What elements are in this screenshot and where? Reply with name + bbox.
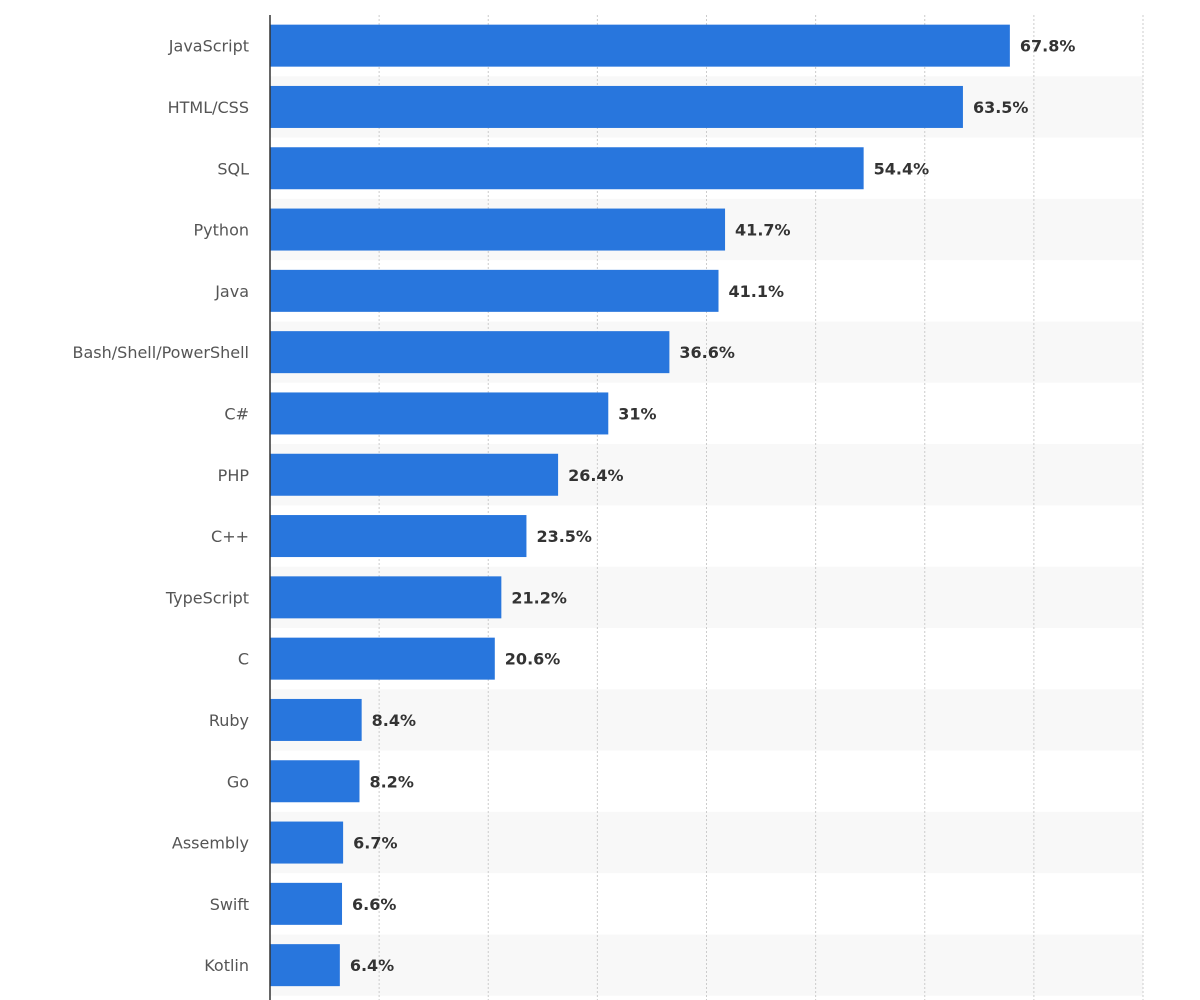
bar <box>270 821 344 864</box>
category-label: Python <box>194 221 249 240</box>
data-label: 67.8% <box>1020 37 1076 56</box>
category-label: TypeScript <box>165 588 249 607</box>
category-label: HTML/CSS <box>168 98 249 117</box>
data-label: 41.7% <box>735 221 791 240</box>
category-label: Java <box>214 282 249 301</box>
category-label: C# <box>224 404 249 423</box>
bar <box>270 576 502 619</box>
data-label: 41.1% <box>729 282 785 301</box>
bar <box>270 147 864 190</box>
data-label: 8.4% <box>372 711 416 730</box>
bar <box>270 269 719 312</box>
category-label: C <box>238 650 249 669</box>
data-label: 63.5% <box>973 98 1029 117</box>
data-label: 20.6% <box>505 650 561 669</box>
bar <box>270 944 340 987</box>
category-label: Assembly <box>172 834 249 853</box>
category-label: C++ <box>211 527 249 546</box>
category-label: SQL <box>217 159 249 178</box>
category-label: Swift <box>210 895 249 914</box>
data-label: 6.6% <box>352 895 396 914</box>
category-label: Kotlin <box>204 956 249 975</box>
category-label: PHP <box>218 466 250 485</box>
data-label: 6.4% <box>350 956 394 975</box>
bar <box>270 515 527 558</box>
bar <box>270 24 1010 67</box>
bar <box>270 637 495 680</box>
data-label: 31% <box>618 404 656 423</box>
bar <box>270 331 670 374</box>
category-label: JavaScript <box>168 37 249 56</box>
data-label: 21.2% <box>511 588 567 607</box>
category-label: Go <box>227 772 249 791</box>
data-label: 23.5% <box>536 527 592 546</box>
data-label: 54.4% <box>874 159 930 178</box>
data-label: 6.7% <box>353 834 397 853</box>
category-label: Bash/Shell/PowerShell <box>73 343 249 362</box>
data-label: 8.2% <box>369 772 413 791</box>
data-label: 36.6% <box>679 343 735 362</box>
bar <box>270 698 362 741</box>
row-band <box>270 811 1143 874</box>
category-label: Ruby <box>209 711 249 730</box>
bar <box>270 85 963 128</box>
data-label: 26.4% <box>568 466 624 485</box>
bar <box>270 760 360 803</box>
bar <box>270 453 559 496</box>
bar <box>270 208 726 251</box>
bar <box>270 882 343 925</box>
bar <box>270 392 609 435</box>
